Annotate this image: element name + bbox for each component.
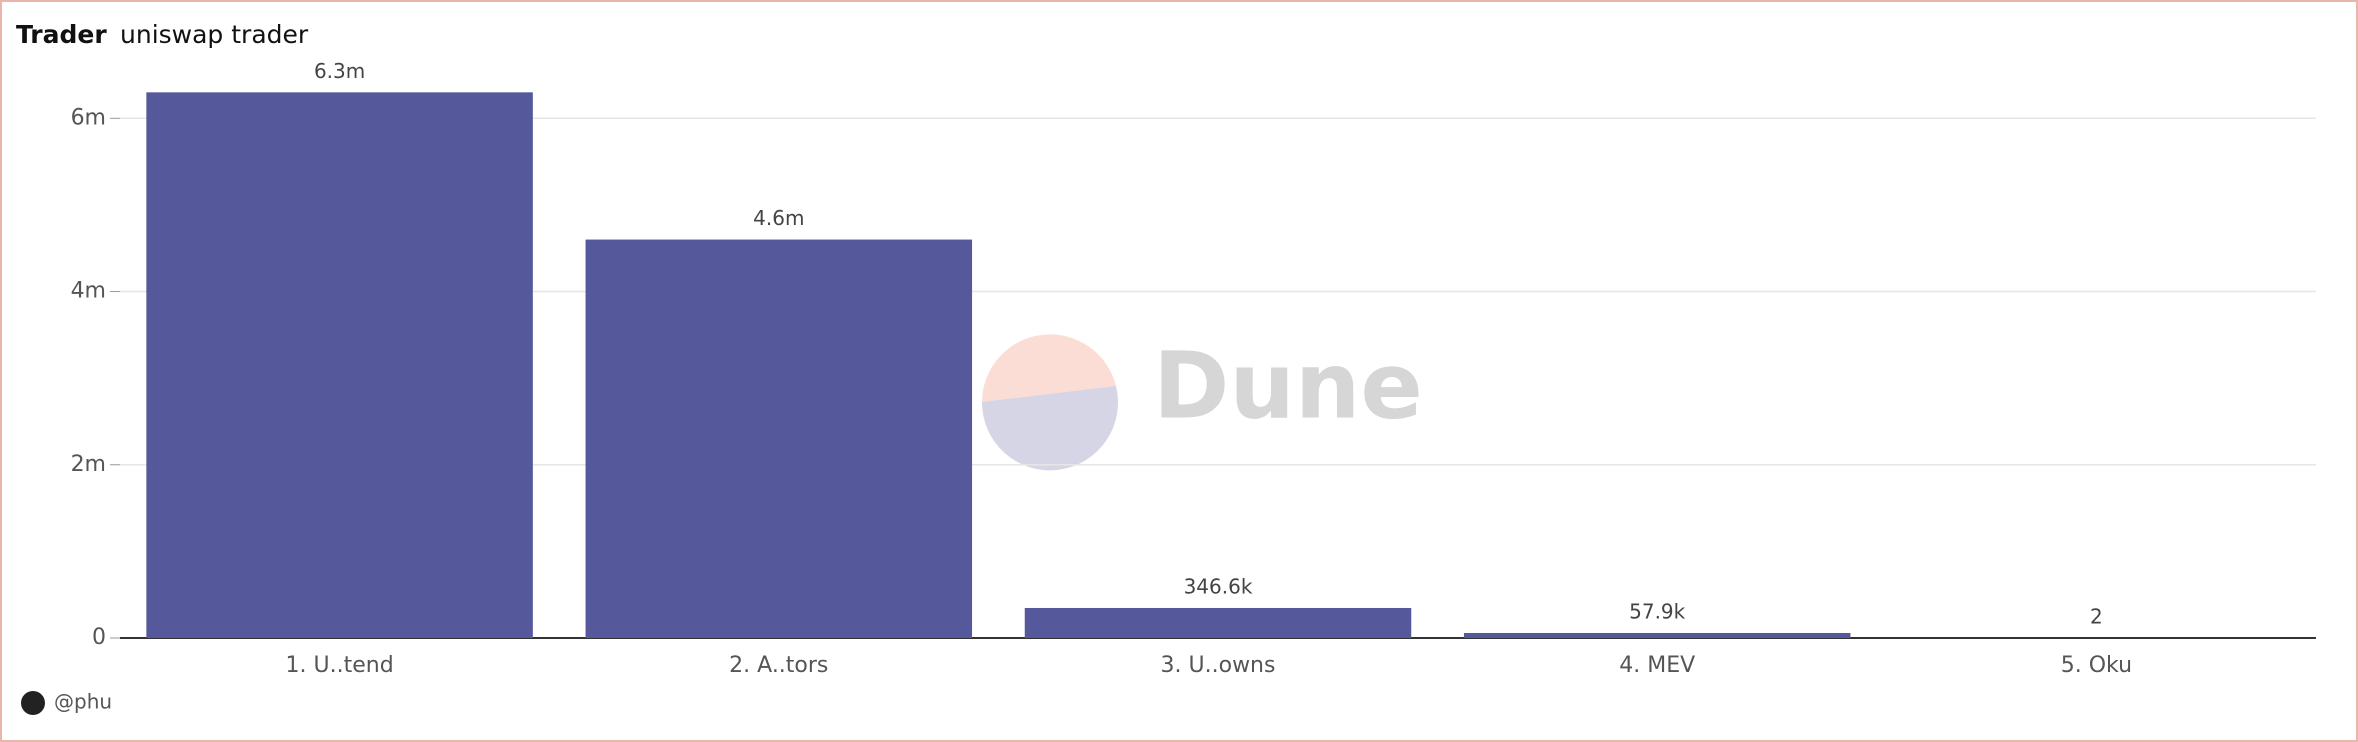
y-tick-label: 4m — [71, 279, 106, 304]
x-tick-label: 4. MEV — [1619, 653, 1695, 678]
watermark — [981, 334, 1118, 471]
y-tick-label: 0 — [92, 625, 106, 650]
chart-title: Trader — [16, 20, 107, 49]
bar — [146, 92, 533, 639]
data-label: 2 — [2090, 604, 2103, 628]
chart-subtitle: uniswap trader — [120, 20, 309, 49]
x-tick-label: 3. U..owns — [1161, 653, 1276, 678]
footer: @phu — [54, 690, 112, 714]
bar — [585, 239, 973, 639]
data-label: 4.6m — [753, 206, 804, 230]
y-tick-label: 6m — [71, 105, 106, 130]
x-tick-label: 5. Oku — [2061, 653, 2132, 678]
bar — [1463, 632, 1851, 638]
data-label: 57.9k — [1629, 599, 1686, 623]
data-label: 6.3m — [314, 59, 365, 83]
data-label: 346.6k — [1184, 574, 1253, 598]
y-tick-label: 2m — [71, 452, 106, 477]
x-tick-label: 2. A..tors — [729, 653, 828, 678]
avatar — [21, 691, 45, 715]
x-tick-label: 1. U..tend — [286, 653, 394, 678]
watermark-text: Dune — [1153, 332, 1423, 439]
bar — [1024, 607, 1412, 638]
